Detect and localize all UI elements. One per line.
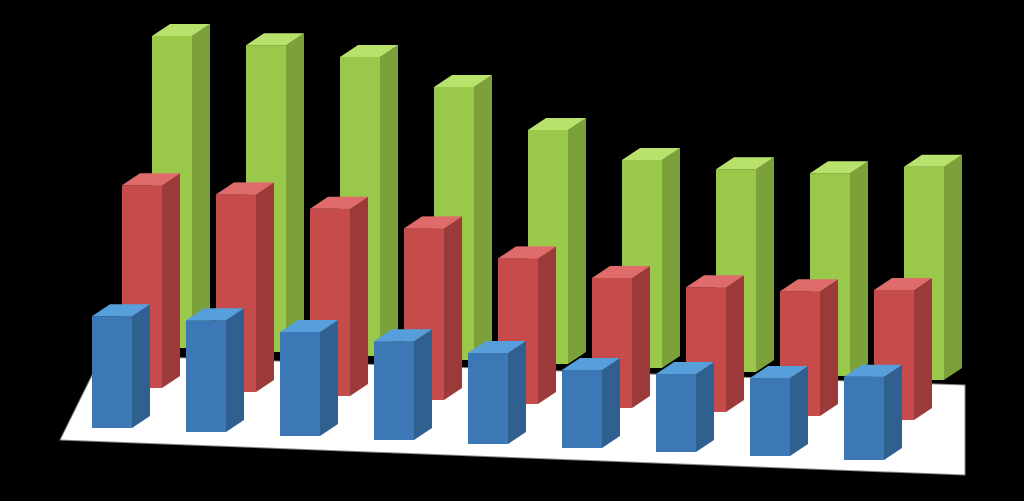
bar-blue-c6-side [602,358,620,448]
bar-red-c9-side [914,278,932,420]
bar-green-c1-side [192,24,210,348]
bar-blue-c7-side [696,362,714,452]
bar-blue-c9 [844,365,902,460]
bar-blue-c9-side [884,365,902,460]
bar-blue-c6 [562,358,620,448]
bar-green-c2-side [286,33,304,352]
bar-blue-c1-front [92,316,132,428]
bar-red-c1-side [162,173,180,388]
bar-blue-c3-side [320,320,338,436]
bar-blue-c4 [374,329,432,440]
chart-3d-bar [0,0,1024,501]
bar-blue-c7-front [656,374,696,452]
bar-blue-c1 [92,304,150,428]
bar-blue-c8 [750,366,808,456]
bar-blue-c5 [468,341,526,444]
bar-green-c9-side [944,155,962,380]
bar-red-c4-side [444,216,462,400]
bar-red-c6-side [632,266,650,408]
bar-blue-c5-front [468,353,508,444]
bar-blue-c4-side [414,329,432,440]
bar-red-c5-side [538,246,556,404]
bar-green-c6-side [662,148,680,368]
bar-blue-c1-side [132,304,150,428]
bar-red-c3-side [350,197,368,396]
bar-green-c8-side [850,161,868,376]
bar-blue-c3 [280,320,338,436]
bar-green-c3-side [380,45,398,356]
bar-blue-c5-side [508,341,526,444]
bar-blue-c2-front [186,320,226,432]
bar-blue-c8-side [790,366,808,456]
bar-blue-c3-front [280,332,320,436]
bar-blue-c6-front [562,370,602,448]
bar-blue-c9-front [844,377,884,460]
chart-svg [0,0,1024,501]
bar-blue-c2 [186,308,244,432]
bar-green-c7-side [756,157,774,372]
bar-red-c2-side [256,182,274,392]
bar-blue-c2-side [226,308,244,432]
bar-green-c5-side [568,118,586,364]
bar-blue-c8-front [750,378,790,456]
bar-green-c4-side [474,75,492,360]
bar-red-c7-side [726,275,744,412]
bar-blue-c4-front [374,341,414,440]
bar-red-c8-side [820,279,838,416]
bar-blue-c7 [656,362,714,452]
